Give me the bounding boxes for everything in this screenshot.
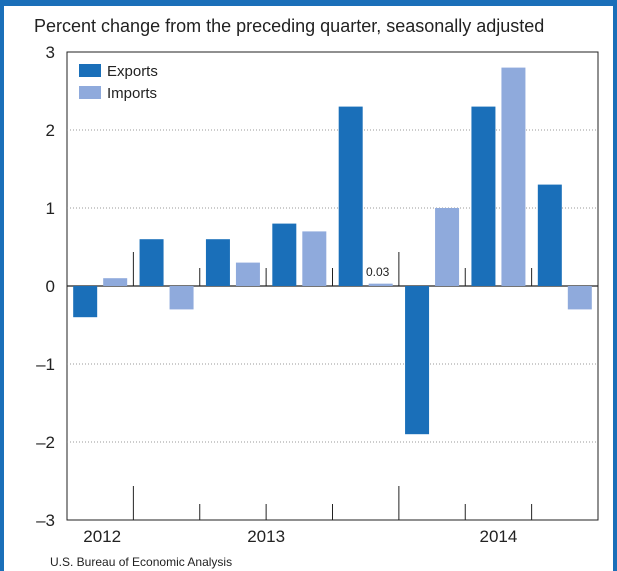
imports-bar	[235, 262, 260, 286]
y-tick-label: –1	[36, 355, 55, 374]
x-year-label: 2013	[247, 527, 285, 546]
imports-bar	[567, 286, 592, 310]
imports-bar	[435, 208, 460, 286]
x-year-label: 2012	[83, 527, 121, 546]
y-tick-label: –3	[36, 511, 55, 530]
title-bar	[0, 0, 617, 6]
exports-bar	[205, 239, 230, 286]
y-tick-label: 3	[46, 43, 55, 62]
exports-bar	[471, 106, 496, 286]
imports-bar	[169, 286, 194, 310]
imports-bar	[302, 231, 327, 286]
chart-subtitle: Percent change from the preceding quarte…	[34, 16, 545, 36]
exports-bar	[139, 239, 164, 286]
y-tick-label: –2	[36, 433, 55, 452]
exports-bar	[73, 286, 98, 318]
exports-bar	[405, 286, 430, 435]
imports-bar	[103, 278, 128, 286]
legend-label: Imports	[107, 85, 157, 102]
source-note: U.S. Bureau of Economic Analysis	[50, 555, 233, 569]
data-label: 0.03	[366, 265, 390, 279]
legend-swatch	[79, 64, 101, 77]
y-tick-label: 1	[46, 199, 55, 218]
exports-bar	[537, 184, 562, 286]
y-tick-label: 0	[46, 277, 55, 296]
imports-bar	[368, 283, 393, 286]
imports-bar	[501, 67, 526, 286]
x-year-label: 2014	[480, 527, 518, 546]
exports-bar	[338, 106, 363, 286]
exports-bar	[272, 223, 297, 286]
legend-swatch	[79, 86, 101, 99]
y-tick-label: 2	[46, 121, 55, 140]
legend-label: Exports	[107, 63, 158, 80]
